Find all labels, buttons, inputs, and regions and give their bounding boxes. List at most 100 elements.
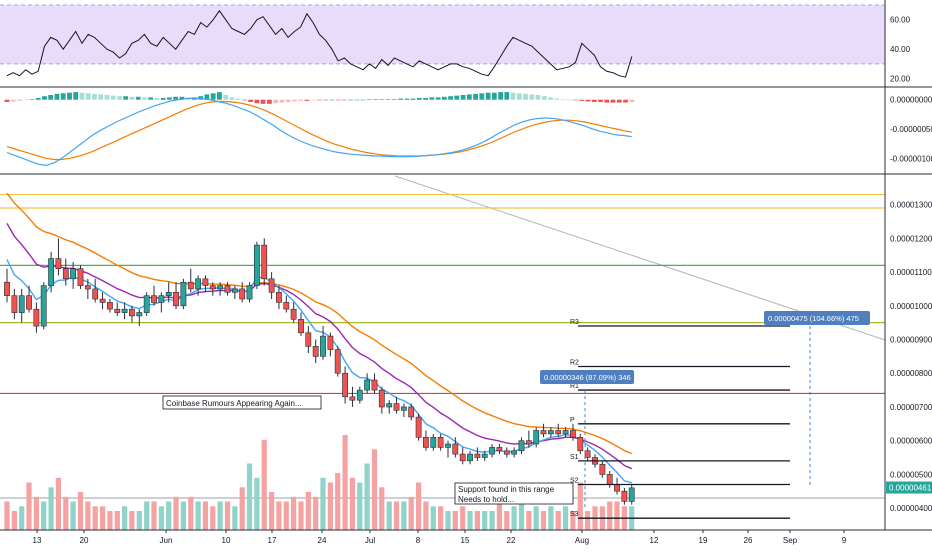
volume-bar bbox=[180, 501, 186, 530]
candle-body bbox=[518, 440, 525, 452]
volume-bar bbox=[283, 501, 289, 530]
macd-histogram-bar bbox=[498, 92, 503, 100]
candle-body bbox=[459, 453, 466, 462]
macd-histogram-bar bbox=[160, 98, 166, 100]
macd-histogram-bar bbox=[204, 94, 210, 100]
macd-histogram-bar bbox=[598, 99, 603, 102]
volume-bar bbox=[41, 501, 47, 530]
macd-histogram-bar bbox=[398, 98, 403, 100]
candle-body bbox=[246, 285, 253, 300]
candle-body bbox=[364, 379, 370, 391]
pivot-label: S1 bbox=[570, 454, 579, 461]
time-tick-label: 20 bbox=[80, 536, 89, 545]
candle-body bbox=[393, 403, 400, 411]
macd-histogram-bar bbox=[485, 92, 491, 100]
macd-histogram-bar bbox=[423, 98, 428, 100]
volume-bar bbox=[533, 506, 539, 531]
volume-bar bbox=[511, 506, 517, 531]
candle-body bbox=[261, 244, 268, 280]
volume-bar bbox=[224, 501, 231, 530]
volume-bar bbox=[254, 477, 260, 531]
volume-bar bbox=[423, 501, 429, 530]
macd-histogram-bar bbox=[67, 92, 72, 100]
candle-body bbox=[202, 278, 209, 286]
volume-bar bbox=[107, 511, 113, 530]
candle-body bbox=[70, 268, 76, 280]
candle-body bbox=[107, 302, 113, 310]
candle-body bbox=[77, 268, 84, 286]
candle-body bbox=[18, 295, 25, 313]
macd-histogram-bar bbox=[404, 98, 410, 100]
macd-histogram-bar bbox=[23, 99, 29, 101]
time-tick-label: 17 bbox=[268, 536, 277, 545]
volume-bar bbox=[85, 501, 91, 530]
volume-bar bbox=[55, 477, 61, 531]
macd-tick-label: 0.00000000 bbox=[890, 96, 932, 105]
candle-body bbox=[562, 430, 569, 435]
candle-body bbox=[151, 295, 157, 303]
macd-histogram-bar bbox=[491, 92, 497, 100]
volume-bar bbox=[92, 506, 98, 531]
volume-bar bbox=[335, 473, 341, 530]
candle-body bbox=[606, 474, 613, 485]
candle-body bbox=[422, 436, 429, 448]
macd-histogram-bar bbox=[117, 96, 122, 100]
macd-histogram-bar bbox=[248, 99, 254, 102]
macd-histogram-bar bbox=[560, 99, 566, 100]
candle-body bbox=[503, 450, 510, 455]
macd-histogram-bar bbox=[323, 99, 328, 101]
macd-histogram-bar bbox=[354, 99, 360, 101]
volume-bar bbox=[114, 511, 120, 530]
annotation-text: Coinbase Rumours Appearing Again... bbox=[166, 399, 302, 408]
candle-body bbox=[371, 379, 378, 391]
volume-bar bbox=[48, 487, 54, 531]
time-tick-label: 24 bbox=[318, 536, 327, 545]
volume-bar bbox=[504, 511, 510, 530]
macd-histogram-bar bbox=[4, 99, 10, 102]
candle-body bbox=[143, 295, 150, 313]
volume-bar bbox=[63, 496, 69, 531]
time-tick-label: 15 bbox=[461, 536, 470, 545]
candle-body bbox=[48, 258, 54, 286]
candle-body bbox=[121, 308, 128, 313]
macd-histogram-bar bbox=[510, 92, 516, 100]
volume-bar bbox=[496, 501, 502, 530]
macd-histogram-bar bbox=[579, 99, 585, 101]
candle-body bbox=[496, 447, 503, 452]
macd-histogram-bar bbox=[367, 99, 372, 100]
volume-bar bbox=[305, 492, 311, 530]
candle-body bbox=[129, 308, 135, 317]
volume-bar bbox=[452, 511, 458, 530]
candle-body bbox=[173, 291, 179, 307]
macd-histogram-bar bbox=[167, 97, 172, 100]
pivot-label: S2 bbox=[570, 477, 579, 484]
volume-bar bbox=[239, 487, 245, 531]
candle-body bbox=[334, 349, 341, 374]
macd-histogram-bar bbox=[623, 99, 628, 103]
candle-body bbox=[386, 403, 393, 408]
volume-bar bbox=[195, 501, 201, 530]
macd-histogram-bar bbox=[129, 96, 135, 100]
candle-body bbox=[99, 298, 106, 303]
macd-histogram-bar bbox=[35, 98, 41, 100]
volume-bar bbox=[77, 492, 84, 530]
price-tick-label: 0.00000700 bbox=[890, 403, 932, 412]
candle-body bbox=[290, 308, 297, 320]
price-tick-label: 0.00001200 bbox=[890, 234, 932, 243]
rsi-line bbox=[6, 9, 633, 78]
volume-bar bbox=[386, 501, 392, 530]
time-tick-label: Jul bbox=[365, 536, 375, 545]
macd-histogram-bar bbox=[454, 95, 460, 100]
macd-histogram-bar bbox=[42, 96, 47, 100]
measure-box bbox=[540, 370, 634, 384]
volume-bar bbox=[202, 501, 208, 530]
macd-histogram-bar bbox=[566, 99, 572, 101]
volume-bar bbox=[393, 501, 400, 530]
volume-bar bbox=[26, 482, 32, 530]
volume-bar bbox=[210, 506, 216, 531]
macd-histogram-bar bbox=[342, 99, 347, 101]
volume-bar bbox=[261, 439, 267, 531]
volume-bar bbox=[371, 449, 378, 531]
